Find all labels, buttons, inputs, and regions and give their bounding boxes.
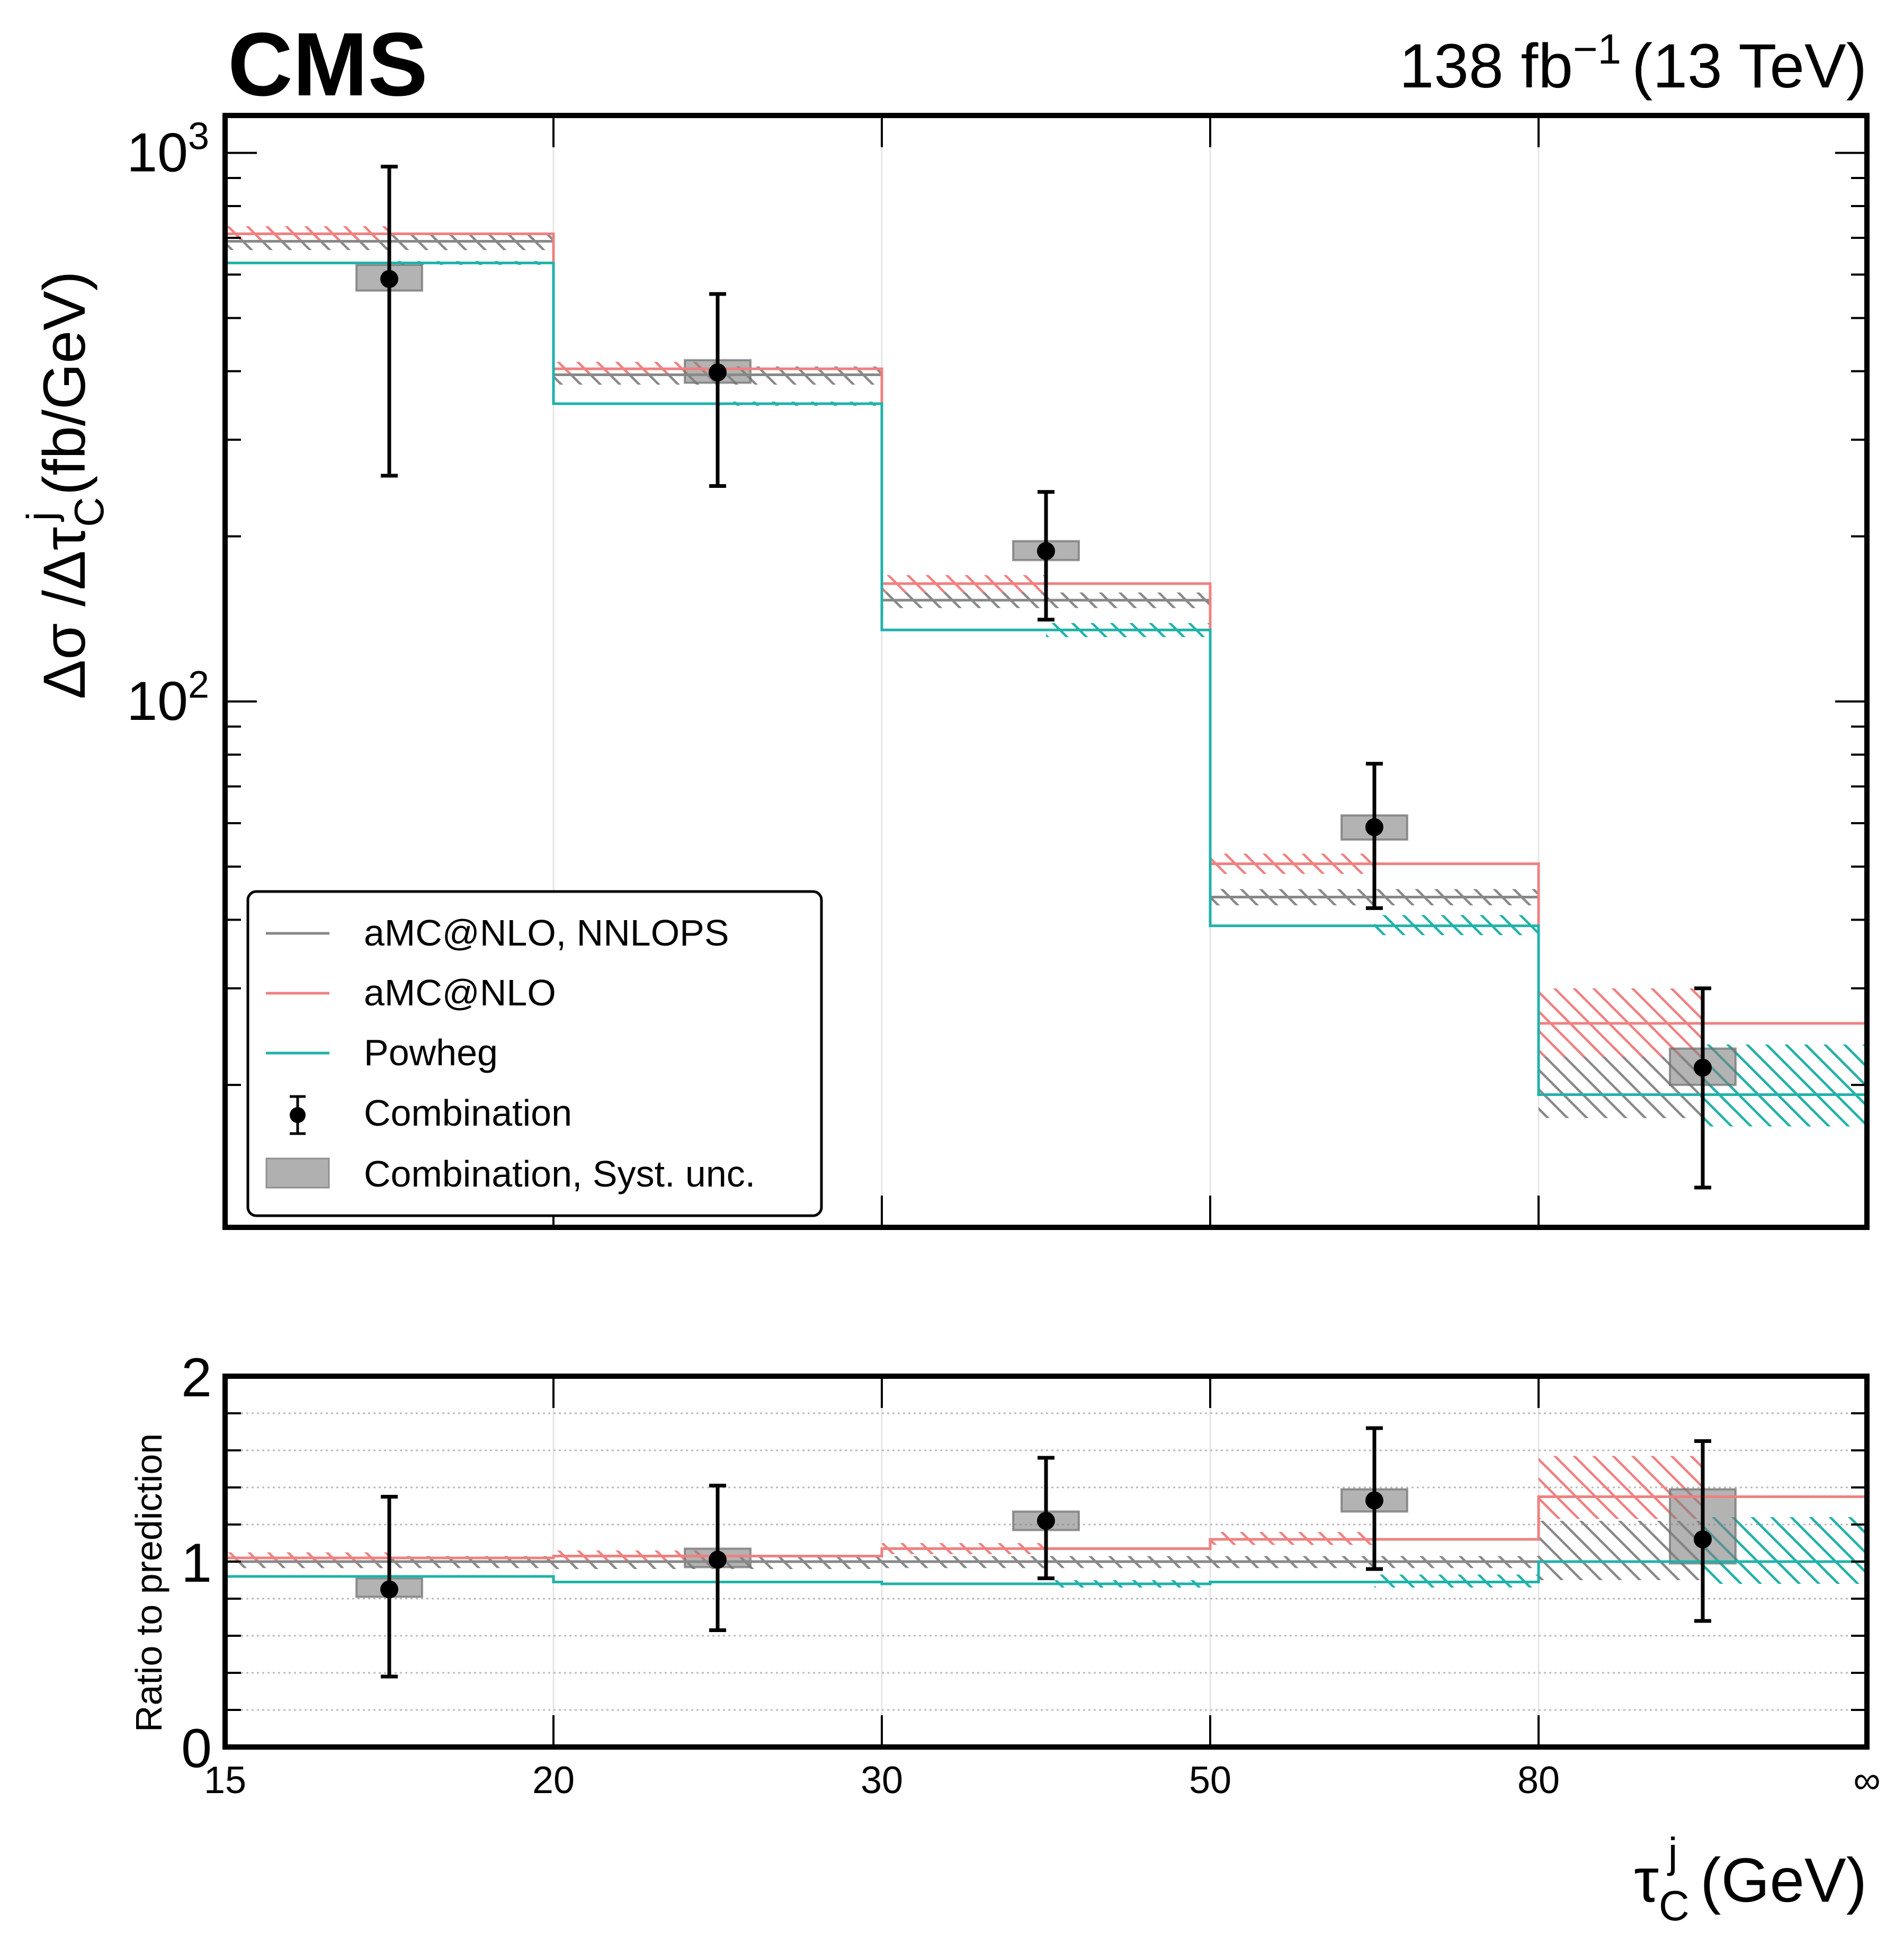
data-point bbox=[380, 270, 398, 288]
x-tick-label: 30 bbox=[861, 1759, 903, 1802]
legend-swatch-syst bbox=[265, 1157, 330, 1189]
legend-label-combination: Combination bbox=[364, 1092, 572, 1134]
data-point bbox=[709, 1550, 727, 1569]
legend: aMC@NLO, NNLOPS aMC@NLO Powheg Combinati… bbox=[246, 890, 823, 1217]
data-point bbox=[709, 363, 727, 381]
main-y-tick-labels: 102 103 bbox=[127, 115, 209, 733]
ratio-y-tick-label: 2 bbox=[181, 1347, 212, 1409]
legend-label-amcnlo: aMC@NLO bbox=[364, 972, 556, 1013]
ratio-plot-frame bbox=[222, 1374, 1870, 1750]
x-tick-label: ∞ bbox=[1853, 1759, 1880, 1802]
experiment-label: CMS bbox=[228, 14, 428, 115]
main-data-points bbox=[380, 165, 1712, 1190]
x-tick-label: 20 bbox=[532, 1759, 575, 1802]
x-tick-label: 80 bbox=[1517, 1759, 1560, 1802]
legend-swatch-combination bbox=[290, 1095, 306, 1135]
ratio-y-axis-label: Ratio to prediction bbox=[128, 1433, 169, 1732]
data-point bbox=[1365, 818, 1383, 836]
x-tick-labels: 15 20 30 50 80 ∞ bbox=[204, 1759, 1881, 1802]
main-plot-frame bbox=[222, 113, 1870, 1230]
data-point bbox=[1694, 1530, 1712, 1548]
luminosity-label: 138 fb−1 (13 TeV) bbox=[1399, 25, 1867, 101]
x-tick-label: 50 bbox=[1189, 1759, 1231, 1802]
y-tick-label: 102 bbox=[127, 664, 209, 732]
prediction-step-line bbox=[225, 1560, 1867, 1585]
data-point bbox=[380, 1580, 398, 1599]
data-point bbox=[1037, 542, 1055, 560]
y-tick-label: 103 bbox=[127, 115, 209, 184]
ratio-y-tick-label: 0 bbox=[181, 1718, 212, 1779]
x-axis-label: τCj (GeV) bbox=[1634, 1829, 1867, 1929]
ratio-y-tick-label: 1 bbox=[181, 1532, 212, 1594]
data-point bbox=[1694, 1058, 1712, 1077]
legend-label-syst: Combination, Syst. unc. bbox=[364, 1153, 755, 1195]
prediction-step-line bbox=[225, 261, 1867, 1096]
data-point bbox=[1037, 1512, 1055, 1530]
legend-label-powheg: Powheg bbox=[364, 1032, 498, 1073]
legend-label-nnlops: aMC@NLO, NNLOPS bbox=[364, 912, 729, 953]
x-tick-label: 15 bbox=[204, 1759, 246, 1802]
data-point bbox=[1365, 1491, 1383, 1510]
legend-frame bbox=[246, 890, 823, 1217]
ratio-data-points bbox=[380, 1426, 1712, 1679]
ratio-y-tick-labels: 0 1 2 bbox=[181, 1347, 212, 1779]
main-y-axis-label: Δσ /ΔτCj (fb/GeV) bbox=[18, 271, 112, 699]
